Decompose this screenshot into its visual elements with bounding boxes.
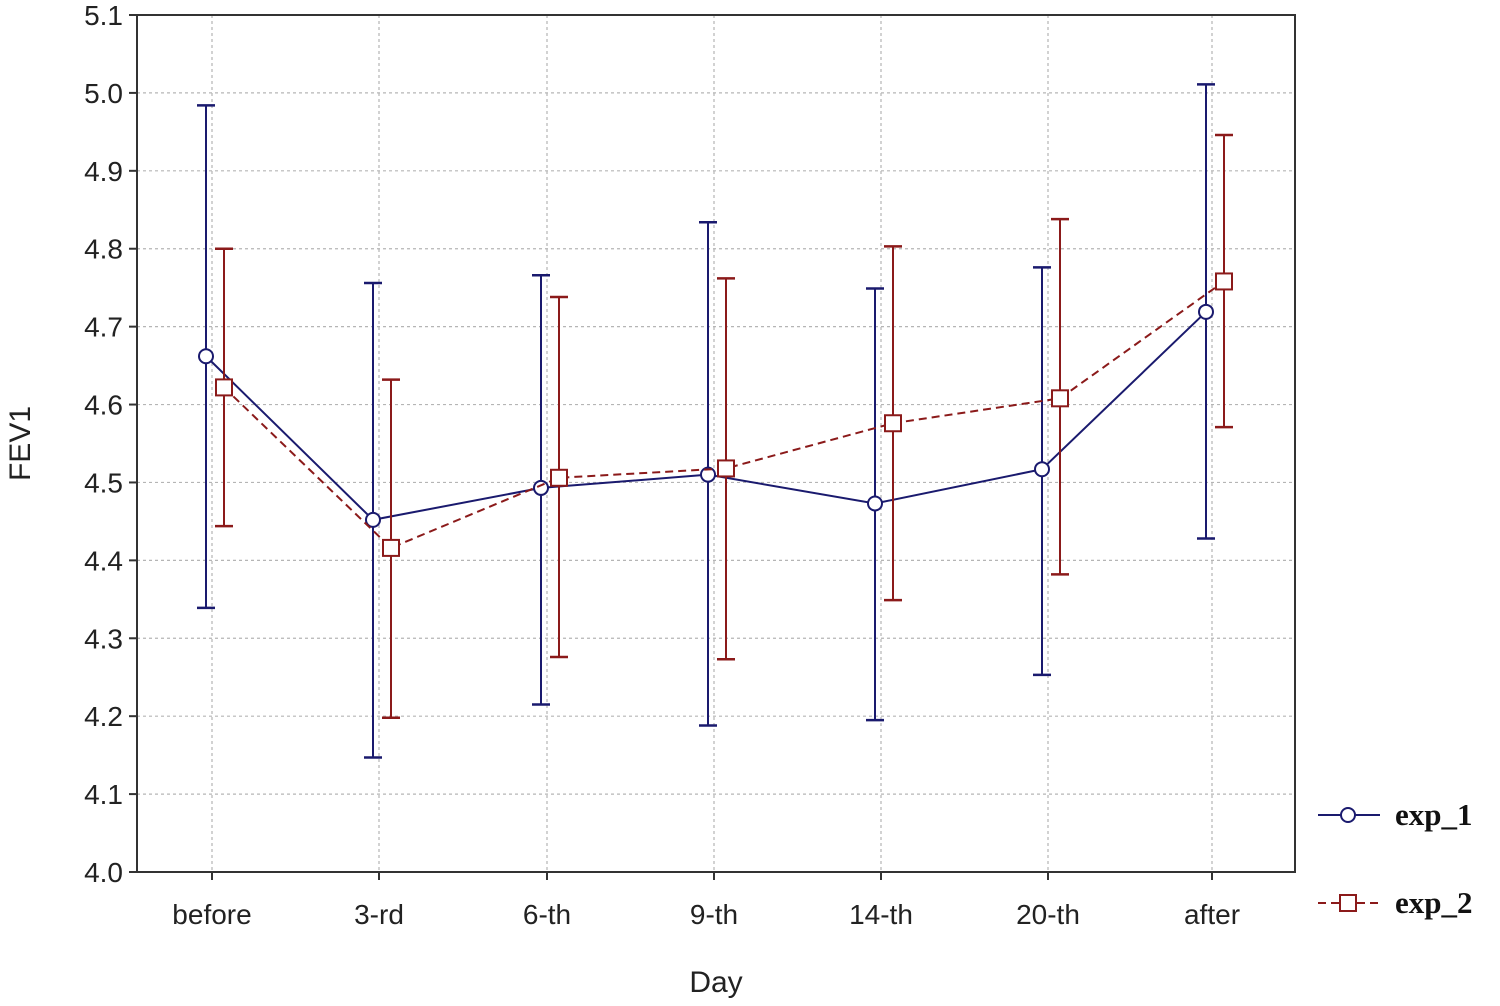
y-axis-ticks: 4.0 4.1 4.2 4.3 4.4 4.5 4.6 4.7 4.8 4.9 5.0 5.1	[84, 0, 137, 888]
y-tick-label: 4.5	[84, 467, 123, 498]
x-tick-label: 20-th	[1016, 899, 1080, 930]
y-axis-title: FEV1	[4, 406, 37, 481]
data-point-exp_2	[382, 538, 400, 557]
data-point-exp_1	[867, 495, 883, 512]
data-point-exp_2	[1215, 272, 1233, 291]
legend-marker-circle	[1340, 807, 1356, 823]
legend-label: exp_1	[1395, 797, 1473, 832]
y-tick-label: 4.4	[84, 545, 123, 576]
y-tick-label: 5.0	[84, 78, 123, 109]
series-layer	[197, 83, 1233, 759]
series-line-exp_1	[205, 311, 1207, 521]
data-point-exp_2	[717, 459, 735, 478]
x-tick-label: 3-rd	[354, 899, 404, 930]
series-exp_2	[215, 133, 1233, 719]
y-tick-label: 4.8	[84, 234, 123, 265]
y-tick-label: 4.7	[84, 312, 123, 343]
data-point-exp_1	[365, 511, 381, 528]
legend-label: exp_2	[1395, 885, 1473, 920]
x-tick-label: 14-th	[849, 899, 913, 930]
y-tick-label: 4.6	[84, 390, 123, 421]
y-tick-label: 4.3	[84, 623, 123, 654]
x-axis-ticks: before 3-rd 6-th 9-th 14-th 20-th after	[172, 872, 1240, 930]
y-tick-label: 4.1	[84, 779, 123, 810]
data-point-exp_1	[1198, 303, 1214, 320]
data-point-exp_1	[533, 479, 549, 496]
legend-item-exp_1: exp_1	[1318, 797, 1473, 832]
series-exp_1	[197, 83, 1215, 759]
legend-marker-square	[1339, 894, 1357, 912]
y-tick-label: 4.0	[84, 857, 123, 888]
x-tick-label: after	[1184, 899, 1240, 930]
plot-frame	[136, 14, 1296, 873]
grid	[137, 15, 1295, 872]
legend: exp_1 exp_2	[1318, 797, 1473, 920]
data-point-exp_1	[198, 348, 214, 365]
x-tick-label: 9-th	[690, 899, 738, 930]
y-tick-label: 5.1	[84, 0, 123, 31]
x-tick-label: 6-th	[523, 899, 571, 930]
data-point-exp_2	[215, 378, 233, 397]
x-axis-title: Day	[689, 966, 742, 999]
data-point-exp_1	[1034, 461, 1050, 478]
data-point-exp_1	[700, 466, 716, 483]
data-point-exp_2	[550, 468, 568, 487]
y-tick-label: 4.2	[84, 701, 123, 732]
x-tick-label: before	[172, 899, 251, 930]
data-point-exp_2	[884, 414, 902, 433]
data-point-exp_2	[1051, 389, 1069, 408]
legend-item-exp_2: exp_2	[1318, 885, 1473, 920]
y-tick-label: 4.9	[84, 156, 123, 187]
